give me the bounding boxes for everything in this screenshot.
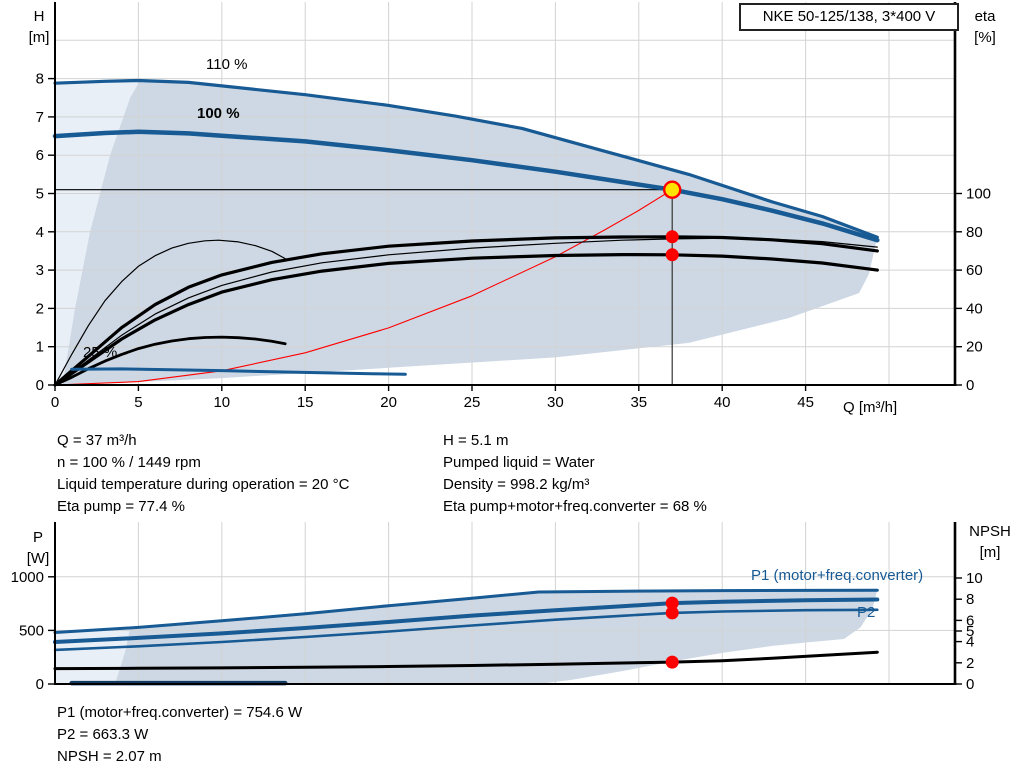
y-left-tick-label: 2: [36, 300, 44, 317]
y-left-tick-label: 1000: [11, 569, 44, 586]
y-right-tick-label: 10: [966, 570, 983, 587]
eta-axis-title-line2: [%]: [974, 29, 996, 46]
npsh-axis-title: NPSH [m]: [961, 521, 1019, 563]
pump-title-box: NKE 50-125/138, 3*400 V: [739, 3, 959, 31]
info-speed: n = 100 % / 1449 rpm: [57, 454, 201, 471]
q-axis-title: Q [m³/h]: [843, 399, 898, 416]
y-left-tick-label: 6: [36, 147, 44, 164]
npsh-axis-title-line2: [m]: [979, 544, 1001, 561]
x-tick-label: 20: [380, 394, 397, 411]
p1-100-curve: [53, 597, 880, 644]
envelope-light: [55, 80, 141, 385]
eta-axis-title-line1: eta: [974, 8, 996, 25]
p-axis-title-line1: P: [32, 529, 43, 546]
info-eta-total: Eta pump+motor+freq.converter = 68 %: [443, 498, 707, 515]
eta-pump-curve: [53, 235, 879, 387]
info-flow: Q = 37 m³/h: [57, 432, 137, 449]
speed-110-label: 110 %: [206, 56, 248, 73]
p-axis-title-line2: [W]: [26, 550, 50, 567]
info-eta-pump: Eta pump = 77.4 %: [57, 498, 185, 515]
x-tick-label: 15: [297, 394, 314, 411]
p-axis-title: P [W]: [20, 527, 56, 569]
speed-25-curve: [70, 367, 407, 376]
x-tick-label: 0: [51, 394, 59, 411]
y-left-tick-label: 8: [36, 71, 44, 88]
y-right-tick-label: 60: [966, 262, 983, 279]
eta-axis-title: eta [%]: [964, 6, 1006, 48]
info-head: H = 5.1 m: [443, 432, 509, 449]
h-axis-title-line1: H: [33, 8, 45, 25]
x-tick-label: 30: [547, 394, 564, 411]
y-right-tick-label: 0: [966, 377, 974, 394]
eta-total-curve: [53, 253, 879, 387]
y-left-tick-label: 3: [36, 262, 44, 279]
p2-point: [665, 606, 679, 620]
y-right-tick-label: 4: [966, 634, 974, 651]
speed-100-curve: [52, 129, 880, 243]
h-axis-title-line2: [m]: [28, 29, 50, 46]
eta-total-point: [665, 248, 679, 262]
y-right-tick-label: 8: [966, 591, 974, 608]
y-right-tick-label: 5: [966, 623, 974, 640]
y-left-tick-label: 0: [36, 377, 44, 394]
y-right-tick-label: 6: [966, 612, 974, 629]
p2-100-curve: [53, 608, 879, 652]
duty-point: [663, 180, 682, 199]
x-tick-label: 10: [213, 394, 230, 411]
envelope-speed-range: [115, 590, 878, 684]
npsh-curve: [53, 650, 879, 671]
y-right-tick-label: 0: [966, 676, 974, 693]
x-tick-label: 25: [464, 394, 481, 411]
duty-info-left: Q = 37 m³/h n = 100 % / 1449 rpm Liquid …: [57, 430, 349, 518]
npsh-axis-title-line1: NPSH: [969, 523, 1011, 540]
x-tick-label: 40: [714, 394, 731, 411]
info-density: Density = 998.2 kg/m³: [443, 476, 590, 493]
speed-25-label: 25 %: [83, 344, 118, 361]
eta-25-total-curve: [53, 335, 287, 387]
eta-pump-point: [665, 230, 679, 244]
x-tick-label: 5: [134, 394, 142, 411]
y-right-tick-label: 40: [966, 300, 983, 317]
y-right-tick-label: 100: [966, 186, 991, 203]
y-right-tick-label: 80: [966, 224, 983, 241]
y-right-tick-label: 2: [966, 655, 974, 672]
y-left-tick-label: 0: [36, 676, 44, 693]
system-curve: [54, 189, 673, 386]
x-tick-label: 45: [797, 394, 814, 411]
x-tick-label: 35: [630, 394, 647, 411]
info-pumped-liquid: Pumped liquid = Water: [443, 454, 595, 471]
p1-110-curve: [53, 588, 879, 634]
h-axis-title: H [m]: [22, 6, 56, 48]
duty-info-right: H = 5.1 m Pumped liquid = Water Density …: [443, 430, 707, 518]
speed-110-curve: [53, 78, 879, 239]
y-right-tick-label: 20: [966, 339, 983, 356]
y-left-tick-label: 5: [36, 186, 44, 203]
info-p2: P2 = 663.3 W: [57, 726, 149, 743]
y-left-tick-label: 1: [36, 339, 44, 356]
info-p1: P1 (motor+freq.converter) = 754.6 W: [57, 704, 303, 721]
power-info: P1 (motor+freq.converter) = 754.6 W P2 =…: [57, 702, 302, 768]
y-left-tick-label: 7: [36, 109, 44, 126]
speed-100-label: 100 %: [197, 105, 240, 122]
y-left-tick-label: 500: [19, 622, 44, 639]
p1-point: [665, 596, 679, 610]
info-npsh: NPSH = 2.07 m: [57, 748, 162, 765]
info-liquid-temp: Liquid temperature during operation = 20…: [57, 476, 350, 493]
eta-25-curve: [54, 239, 286, 386]
npsh-point: [665, 655, 679, 669]
p1-curve-label: P1 (motor+freq.converter): [751, 567, 924, 584]
p2-curve-label: P2: [857, 604, 876, 621]
y-left-tick-label: 4: [36, 224, 44, 241]
